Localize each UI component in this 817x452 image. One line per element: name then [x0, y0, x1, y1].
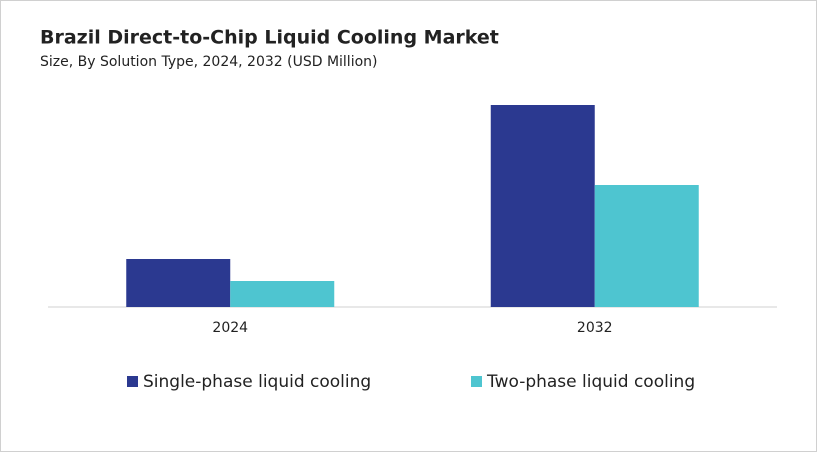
bar: [126, 259, 231, 307]
legend-label: Single-phase liquid cooling: [143, 372, 371, 392]
chart-subtitle: Size, By Solution Type, 2024, 2032 (USD …: [40, 54, 378, 70]
x-tick-label: 2032: [577, 320, 613, 336]
bar: [490, 105, 595, 307]
bar: [230, 281, 335, 307]
bar: [594, 185, 699, 307]
legend-label: Two-phase liquid cooling: [486, 372, 695, 392]
legend-swatch: [471, 376, 482, 387]
legend-swatch: [127, 376, 138, 387]
x-tick-label: 2024: [212, 320, 248, 336]
chart-title: Brazil Direct-to-Chip Liquid Cooling Mar…: [40, 27, 499, 49]
